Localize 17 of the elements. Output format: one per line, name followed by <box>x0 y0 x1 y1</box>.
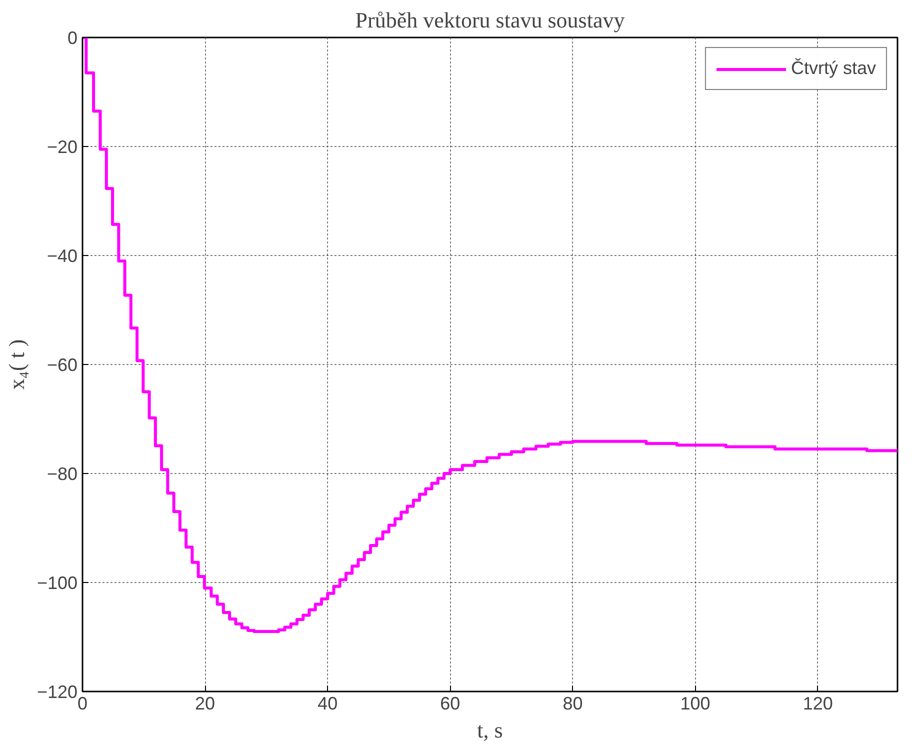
x-axis-title: t, s <box>477 718 503 742</box>
x-tick-label: 60 <box>440 694 460 714</box>
x-tick-label: 120 <box>802 694 833 714</box>
x-tick-label: 20 <box>195 694 216 714</box>
y-tick-label: −120 <box>36 682 78 702</box>
y-tick-label: −60 <box>46 355 78 375</box>
x-tick-label: 40 <box>318 694 338 714</box>
x-tick-label: 100 <box>680 694 710 714</box>
x-tick-label: 80 <box>562 694 583 714</box>
y-tick-label: −20 <box>46 137 78 157</box>
y-tick-label: −40 <box>46 246 78 266</box>
y-tick-label: −80 <box>46 464 78 484</box>
y-tick-label: −100 <box>36 573 78 593</box>
y-tick-label: 0 <box>67 28 78 48</box>
y-axis-title: x₄( t ) <box>4 339 29 390</box>
legend-label: Čtvrtý stav <box>790 58 876 79</box>
chart-title: Průběh vektoru stavu soustavy <box>355 8 625 32</box>
